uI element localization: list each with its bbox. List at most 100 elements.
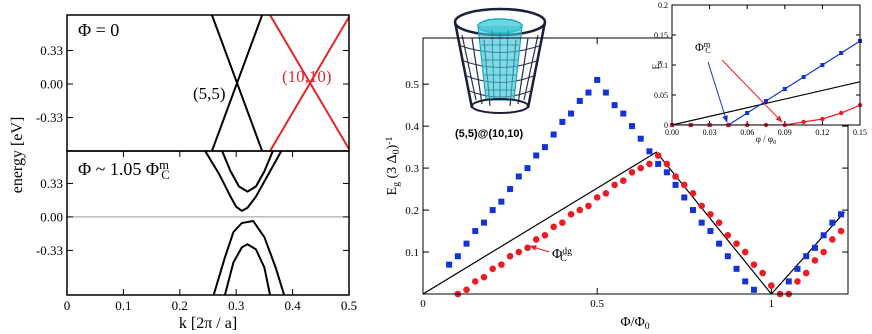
square-marker xyxy=(698,219,705,226)
y-tick-label: 0.1 xyxy=(405,247,419,259)
line xyxy=(221,151,274,193)
subscript: 0 xyxy=(773,139,776,146)
square-marker xyxy=(463,240,470,247)
square-marker xyxy=(681,194,688,201)
square-marker xyxy=(742,278,749,285)
square-marker xyxy=(594,76,601,83)
x-tick-label: 0.4 xyxy=(284,298,301,313)
annotation: Φdg C xyxy=(552,246,572,265)
circle-marker xyxy=(567,210,575,218)
text-part: energy [eV] xyxy=(9,117,26,194)
circle-marker xyxy=(628,168,636,176)
square-marker xyxy=(785,278,792,285)
circle-marker xyxy=(811,257,819,264)
circle-marker xyxy=(654,152,662,159)
circle-marker xyxy=(646,160,653,168)
circle-marker xyxy=(506,252,514,260)
line xyxy=(212,219,286,295)
square-marker xyxy=(801,75,806,79)
square-marker xyxy=(733,265,740,272)
circle-marker xyxy=(532,236,540,243)
circle-marker xyxy=(801,119,806,125)
y-tick-label: 0.33 xyxy=(40,43,63,58)
circle-marker xyxy=(698,202,705,210)
circle-marker xyxy=(750,261,758,268)
annotation: (10,10) xyxy=(282,67,332,86)
circle-marker xyxy=(602,189,610,197)
square-marker xyxy=(524,165,531,172)
subscript: C xyxy=(560,253,567,264)
line xyxy=(269,15,349,151)
square-marker xyxy=(602,89,609,96)
y-tick-label: 0.4 xyxy=(405,121,419,133)
line xyxy=(223,243,272,295)
y-tick-label: 0.05 xyxy=(654,91,668,100)
circle-marker xyxy=(559,219,566,226)
y-axis-label: Eg (3 Δ0)-1 xyxy=(384,136,403,195)
y-tick-label: 0.00 xyxy=(40,77,63,92)
plot-frame xyxy=(66,150,350,296)
square-marker xyxy=(620,110,627,117)
circle-marker xyxy=(576,206,584,214)
square-marker xyxy=(764,99,768,103)
arrow xyxy=(721,59,783,123)
x-tick-label: 0.06 xyxy=(740,128,754,137)
line xyxy=(423,151,845,294)
annotation: Φ ~ 1.05 Φm C xyxy=(78,158,170,182)
square-marker xyxy=(794,265,801,272)
square-marker xyxy=(454,253,461,260)
circle-marker xyxy=(637,164,645,172)
square-marker xyxy=(472,228,479,235)
annotation: Φ = 0 xyxy=(78,20,119,40)
subscript: 0 xyxy=(391,149,402,154)
y-axis-label: energy [eV] xyxy=(9,117,26,194)
square-marker xyxy=(655,160,662,167)
text-part: ) xyxy=(385,144,400,149)
text-part: E xyxy=(651,63,661,69)
circle-marker xyxy=(680,181,688,189)
square-marker xyxy=(839,51,844,55)
text-part: Φ ~ 1.05 Φ xyxy=(78,159,159,179)
square-marker xyxy=(820,63,825,67)
square-marker xyxy=(515,173,522,180)
square-marker xyxy=(707,228,714,235)
y-tick-label: 0.3 xyxy=(405,163,419,175)
circle-marker xyxy=(724,231,732,239)
square-marker xyxy=(568,110,575,117)
text-part: k [2π / a] xyxy=(179,315,237,332)
square-marker xyxy=(559,118,566,125)
square-marker xyxy=(672,181,679,188)
nanotube-illustration xyxy=(453,7,547,114)
square-marker xyxy=(629,123,636,130)
square-marker xyxy=(541,144,548,151)
circle-marker xyxy=(498,261,505,268)
text-part: Φ xyxy=(695,40,704,54)
x-tick-label: 0.00 xyxy=(665,128,679,137)
series-group xyxy=(423,151,845,294)
square-marker xyxy=(745,111,750,115)
x-tick-label: 0.09 xyxy=(778,128,792,137)
square-marker xyxy=(838,211,845,218)
circle-marker xyxy=(672,173,679,180)
line xyxy=(672,81,860,125)
annotation: (5,5) xyxy=(193,84,226,103)
x-axis-label: φ / φ0 xyxy=(756,134,777,146)
annotation: (5,5)@(10,10) xyxy=(455,128,524,140)
supscript: -1 xyxy=(384,136,395,144)
circle-marker xyxy=(707,210,714,218)
y-tick-label: 0.15 xyxy=(654,31,668,40)
circle-marker xyxy=(759,269,766,277)
circle-marker xyxy=(541,231,549,239)
square-marker xyxy=(446,261,453,268)
subscript: C xyxy=(705,46,711,55)
x-tick-label: 0.3 xyxy=(228,298,244,313)
line xyxy=(204,151,283,213)
square-marker xyxy=(585,89,592,96)
square-marker xyxy=(689,207,696,214)
series-group xyxy=(204,151,286,295)
arrow xyxy=(529,245,550,253)
square-marker xyxy=(716,240,723,247)
x-tick-label: 0.5 xyxy=(341,298,357,313)
square-marker xyxy=(533,152,540,159)
circle-marker xyxy=(837,227,845,235)
